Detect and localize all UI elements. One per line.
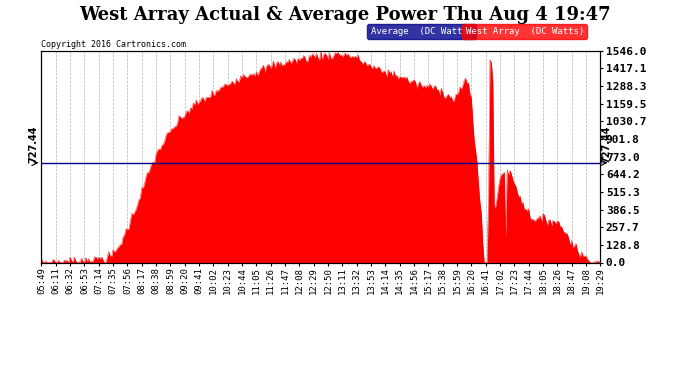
Text: 727.44: 727.44 — [28, 125, 39, 163]
Legend: West Array  (DC Watts): West Array (DC Watts) — [462, 24, 587, 39]
Text: West Array Actual & Average Power Thu Aug 4 19:47: West Array Actual & Average Power Thu Au… — [79, 6, 611, 24]
Text: Copyright 2016 Cartronics.com: Copyright 2016 Cartronics.com — [41, 39, 186, 48]
Text: 727.44: 727.44 — [602, 125, 611, 163]
